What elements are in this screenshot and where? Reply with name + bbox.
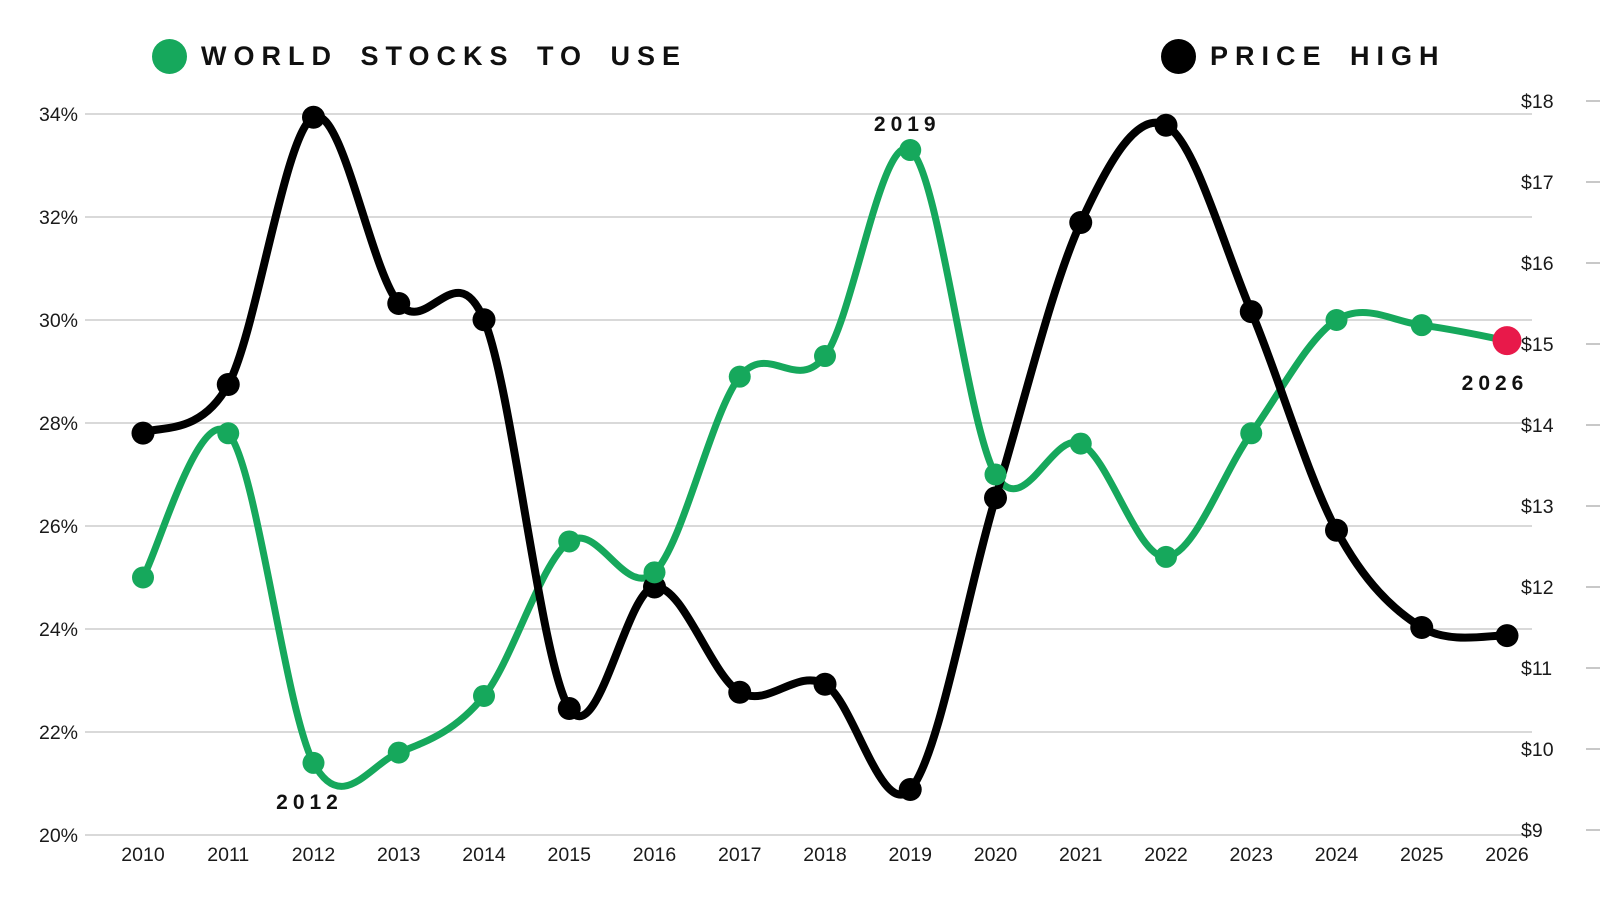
x-axis-tick-label-2011: 2011 bbox=[207, 844, 249, 866]
point-price-high-2010 bbox=[131, 421, 155, 445]
x-axis-tick-label-2014: 2014 bbox=[462, 844, 506, 866]
x-axis-tick-label-2015: 2015 bbox=[548, 844, 592, 866]
world-stocks-to-use-line bbox=[139, 145, 1511, 790]
point-price-high-2013 bbox=[387, 292, 411, 315]
right-axis-tick-label: $14 bbox=[1521, 415, 1554, 437]
left-axis-tick-label: 22% bbox=[39, 722, 78, 744]
point-price-high-2012 bbox=[302, 105, 325, 129]
x-axis-tick-label-2013: 2013 bbox=[377, 844, 420, 866]
point-price-high-2014 bbox=[472, 308, 496, 332]
point-world-stocks-to-use-2022 bbox=[1155, 545, 1177, 568]
legend-label-world-stocks-to-use: WORLD STOCKS TO USE bbox=[201, 40, 688, 71]
point-price-high-2015 bbox=[557, 697, 581, 720]
legend-dot-black-icon bbox=[1161, 38, 1196, 74]
left-axis-tick-label: 24% bbox=[39, 619, 78, 641]
x-axis-tick-label-2021: 2021 bbox=[1059, 844, 1102, 866]
point-world-stocks-to-use-2015 bbox=[558, 530, 581, 553]
annotation-2026: 2026 bbox=[1461, 371, 1529, 395]
point-world-stocks-to-use-2010 bbox=[132, 566, 154, 589]
x-axis-tick-label-2017: 2017 bbox=[718, 844, 761, 866]
legend-label-price-high: PRICE HIGH bbox=[1210, 40, 1446, 71]
right-axis-tick-label: $18 bbox=[1521, 91, 1554, 113]
point-world-stocks-to-use-2013 bbox=[387, 741, 410, 764]
right-axis-tick-label: $15 bbox=[1521, 334, 1554, 356]
x-axis-tick-label-2025: 2025 bbox=[1400, 844, 1444, 866]
left-axis-tick-label: 30% bbox=[39, 310, 78, 332]
x-axis-tick-label-2024: 2024 bbox=[1315, 844, 1359, 866]
point-world-stocks-to-use-2012 bbox=[302, 751, 325, 774]
legend-item-price-high: PRICE HIGH bbox=[1161, 36, 1446, 76]
point-price-high-2022 bbox=[1154, 113, 1178, 137]
left-axis-tick-label: 26% bbox=[39, 516, 78, 538]
point-price-high-2026 bbox=[1495, 624, 1519, 648]
left-axis-tick-label: 20% bbox=[39, 825, 78, 847]
point-price-high-2011 bbox=[216, 373, 240, 396]
annotation-2019: 2019 bbox=[873, 113, 941, 137]
point-world-stocks-to-use-2026-highlight bbox=[1492, 326, 1522, 356]
x-axis-tick-label-2010: 2010 bbox=[121, 844, 165, 866]
right-axis-tick-label: $13 bbox=[1521, 496, 1554, 518]
right-axis-tick-label: $17 bbox=[1521, 172, 1554, 194]
annotation-2012: 2012 bbox=[276, 790, 343, 814]
point-price-high-2023 bbox=[1239, 300, 1263, 324]
point-price-high-2025 bbox=[1410, 616, 1434, 639]
legend-item-world-stocks-to-use: WORLD STOCKS TO USE bbox=[152, 36, 687, 76]
left-axis-tick-label: 32% bbox=[39, 207, 78, 229]
point-world-stocks-to-use-2020 bbox=[984, 463, 1007, 486]
x-axis-tick-label-2018: 2018 bbox=[803, 844, 846, 866]
right-axis-tick-label: $16 bbox=[1521, 253, 1554, 275]
point-world-stocks-to-use-2021 bbox=[1069, 432, 1092, 455]
x-axis-tick-label-2012: 2012 bbox=[292, 844, 335, 866]
right-axis-tick-label: $9 bbox=[1521, 820, 1543, 842]
x-axis-tick-label-2023: 2023 bbox=[1230, 844, 1273, 866]
point-world-stocks-to-use-2016 bbox=[643, 561, 666, 584]
x-axis-tick-label-2022: 2022 bbox=[1144, 844, 1187, 866]
legend-dot-green-icon bbox=[152, 38, 187, 74]
point-world-stocks-to-use-2018 bbox=[814, 345, 836, 368]
x-axis-tick-label-2026: 2026 bbox=[1485, 844, 1528, 866]
x-axis-tick-label-2020: 2020 bbox=[974, 844, 1018, 866]
x-axis-tick-label-2016: 2016 bbox=[633, 844, 676, 866]
point-price-high-2017 bbox=[728, 680, 752, 704]
point-world-stocks-to-use-2023 bbox=[1240, 422, 1263, 445]
point-price-high-2018 bbox=[813, 672, 837, 696]
right-axis-tick-label: $10 bbox=[1521, 739, 1554, 761]
left-axis-tick-label: 28% bbox=[39, 413, 78, 435]
point-price-high-2019 bbox=[898, 778, 922, 801]
point-price-high-2021 bbox=[1069, 211, 1093, 234]
point-world-stocks-to-use-2024 bbox=[1325, 309, 1348, 331]
left-axis-tick-label: 34% bbox=[39, 104, 78, 126]
point-world-stocks-to-use-2011 bbox=[217, 422, 240, 445]
point-world-stocks-to-use-2019 bbox=[899, 139, 922, 162]
right-axis-tick-label: $12 bbox=[1521, 577, 1554, 599]
point-world-stocks-to-use-2025 bbox=[1410, 314, 1433, 337]
x-axis-tick-label-2019: 2019 bbox=[889, 844, 932, 866]
point-price-high-2024 bbox=[1325, 518, 1348, 542]
point-world-stocks-to-use-2017 bbox=[728, 365, 751, 388]
point-price-high-2020 bbox=[984, 486, 1007, 510]
point-world-stocks-to-use-2014 bbox=[473, 684, 495, 707]
right-axis-tick-label: $11 bbox=[1521, 658, 1552, 680]
